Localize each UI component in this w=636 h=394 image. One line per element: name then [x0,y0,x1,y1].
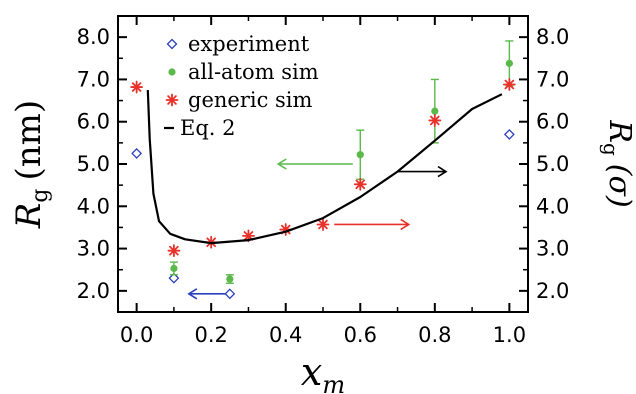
x-axis-label-sub: m [322,371,345,394]
series-eq2-curve [146,89,503,245]
asterisk-stroke [169,245,179,256]
series-allatom-point [170,264,178,273]
y-axis-left-label-unit: (nm) [9,100,49,181]
y-right-tick-label: 4.0 [536,194,569,218]
arrow-head [400,218,411,231]
y-right-tick-label: 8.0 [536,25,569,49]
arrow-head [276,158,287,170]
legend-marker-allatom [168,68,176,76]
series-allatom-point [505,59,513,67]
asterisk-stroke [504,79,515,90]
x-tick-label: 0.0 [120,323,153,347]
x-tick-label: 0.6 [344,323,377,347]
series-generic-point [316,218,330,231]
legend-label-generic: generic sim [188,88,313,112]
series-experiment-point [168,272,180,284]
tick-marks [118,16,528,312]
y-left-tick-label: 2.0 [77,279,110,303]
arrow-head [437,165,448,178]
x-axis-label-main: x [301,350,322,394]
series-allatom-point [226,275,234,283]
asterisk-stroke [318,219,328,230]
data-layer [130,40,516,300]
axis-pointer-arrows [187,158,448,300]
y-left-tick-label: 8.0 [77,25,110,49]
y-axis-left-label-sub: g [28,188,53,202]
asterisk-stroke [167,95,177,105]
axis-pointer-arrow [187,288,227,300]
y-left-tick-label: 4.0 [77,194,110,218]
y-axis-right-label: Rg (σ) [599,119,636,207]
y-right-tick-label: 3.0 [536,237,569,261]
y-axis-right-label-main: R [602,119,636,143]
y-axis-left-label: Rg (nm) [9,100,53,229]
x-axis-label: xm [301,350,345,394]
series-generic-point [502,78,516,91]
y-left-tick-label: 6.0 [77,110,110,134]
x-tick-label: 0.8 [418,323,451,347]
y-left-tick-label: 7.0 [77,67,110,91]
asterisk-stroke [243,231,254,241]
legend-marker-experiment [166,38,178,50]
plot-frame [117,15,529,313]
legend-label-eq2: Eq. 2 [180,116,235,140]
y-right-tick-label: 7.0 [536,67,569,91]
y-right-tick-label: 2.0 [536,279,569,303]
legend-marker-generic [165,93,179,107]
y-left-tick-label: 5.0 [77,152,110,176]
axis-pointer-arrow [276,158,353,170]
y-axis-left-label-main: R [9,203,49,230]
y-axis-right-label-sub: g [599,143,623,156]
asterisk-stroke [355,179,366,190]
series-experiment-point [224,288,236,300]
series-generic-point [130,80,144,94]
y-axis-right-label-unit: (σ) [602,164,636,208]
x-tick-label: 0.4 [269,323,302,347]
series-allatom-point [356,151,364,159]
legend-label-allatom: all-atom sim [188,60,319,84]
legend: experiment all-atom sim generic sim Eq. 2 [164,32,319,140]
x-tick-label: 0.2 [194,323,227,347]
series-generic-point [428,114,442,127]
x-tick-label: 1.0 [493,323,526,347]
series-experiment-point [503,128,515,140]
y-left-tick-label: 3.0 [77,237,110,261]
asterisk-stroke [430,115,440,126]
axis-pointer-arrow [397,165,448,178]
asterisk-stroke [131,82,142,92]
y-right-tick-label: 5.0 [536,152,569,176]
axis-pointer-arrow [334,218,411,231]
series-generic-point [167,244,181,258]
y-right-tick-label: 6.0 [536,110,569,134]
tick-labels: 0.0 0.2 0.4 0.6 0.8 1.0 2.0 3.0 4.0 5.0 6.0 7.0 8.0 2… [77,25,570,347]
series-experiment-point [131,148,143,159]
series-allatom-point [431,107,439,115]
arrow-head [187,288,198,300]
series-generic-point [353,177,367,191]
legend-label-experiment: experiment [188,32,310,56]
